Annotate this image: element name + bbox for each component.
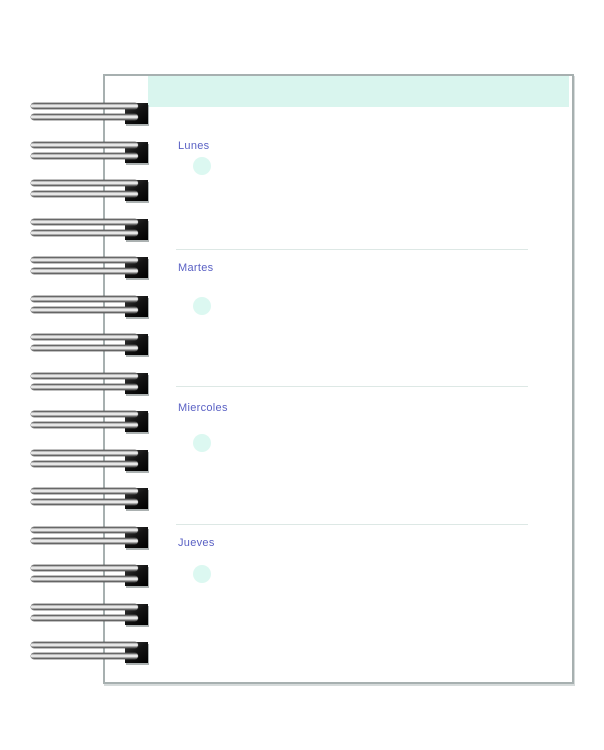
coil-wire-bottom (31, 461, 138, 467)
spiral-coil-icon (31, 527, 148, 549)
coil-wire-top (31, 642, 138, 648)
coil-wire-top (31, 450, 138, 456)
coil-wire-top (31, 219, 138, 225)
section-divider (176, 249, 528, 250)
bullet-circle-icon (193, 434, 211, 452)
coil-wire-top (31, 257, 138, 263)
section-divider (176, 386, 528, 387)
day-label: Lunes (178, 140, 210, 152)
coil-wire-top (31, 565, 138, 571)
coil-wire-bottom (31, 384, 138, 390)
spiral-coil-icon (31, 373, 148, 395)
spiral-coil-icon (31, 450, 148, 472)
day-label: Miercoles (178, 402, 228, 414)
spiral-coil-icon (31, 411, 148, 433)
coil-wire-top (31, 103, 138, 109)
coil-wire-bottom (31, 653, 138, 659)
coil-wire-bottom (31, 538, 138, 544)
spiral-coil-icon (31, 488, 148, 510)
spiral-coil-icon (31, 219, 148, 241)
coil-wire-bottom (31, 114, 138, 120)
spiral-coil-icon (31, 642, 148, 664)
spiral-coil-icon (31, 180, 148, 202)
coil-wire-bottom (31, 191, 138, 197)
spiral-coil-icon (31, 142, 148, 164)
coil-wire-top (31, 334, 138, 340)
coil-wire-top (31, 180, 138, 186)
spiral-coil-icon (31, 103, 148, 125)
coil-wire-bottom (31, 307, 138, 313)
coil-wire-top (31, 604, 138, 610)
header-band (148, 76, 569, 107)
day-label: Martes (178, 262, 214, 274)
coil-wire-bottom (31, 268, 138, 274)
coil-wire-bottom (31, 230, 138, 236)
coil-wire-bottom (31, 499, 138, 505)
coil-wire-top (31, 373, 138, 379)
section-divider (176, 524, 528, 525)
coil-wire-top (31, 488, 138, 494)
bullet-circle-icon (193, 565, 211, 583)
coil-wire-bottom (31, 615, 138, 621)
coil-wire-top (31, 142, 138, 148)
bullet-circle-icon (193, 297, 211, 315)
coil-wire-bottom (31, 345, 138, 351)
bullet-circle-icon (193, 157, 211, 175)
spiral-coil-icon (31, 296, 148, 318)
coil-wire-top (31, 527, 138, 533)
coil-wire-bottom (31, 576, 138, 582)
coil-wire-bottom (31, 422, 138, 428)
spiral-coil-icon (31, 334, 148, 356)
notebook-page (103, 74, 574, 684)
spiral-coil-icon (31, 604, 148, 626)
coil-wire-top (31, 411, 138, 417)
spiral-coil-icon (31, 257, 148, 279)
day-label: Jueves (178, 537, 215, 549)
coil-wire-top (31, 296, 138, 302)
coil-wire-bottom (31, 153, 138, 159)
spiral-coil-icon (31, 565, 148, 587)
